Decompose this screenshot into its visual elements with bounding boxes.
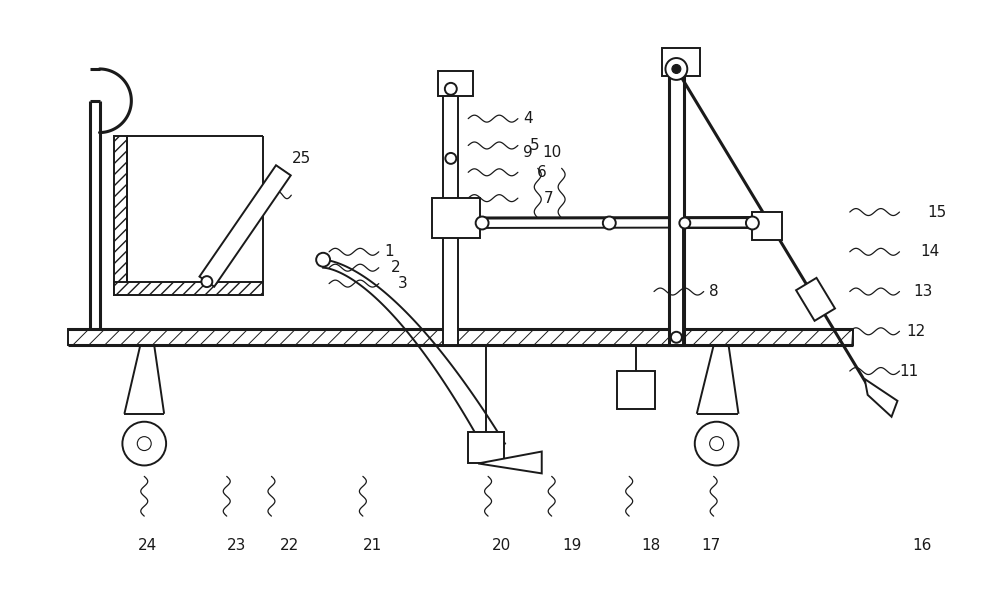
Polygon shape [865, 379, 897, 417]
Circle shape [746, 216, 759, 229]
Circle shape [671, 332, 682, 343]
Circle shape [122, 422, 166, 465]
Polygon shape [199, 165, 291, 287]
Text: 3: 3 [398, 276, 407, 291]
Text: 7: 7 [544, 190, 554, 205]
Text: 25: 25 [292, 151, 311, 166]
Text: 1: 1 [384, 244, 394, 259]
Text: 19: 19 [562, 539, 581, 553]
Text: 21: 21 [363, 539, 382, 553]
Bar [617, 371, 655, 409]
Circle shape [445, 153, 456, 164]
Circle shape [137, 437, 151, 450]
Bar [438, 71, 473, 96]
Text: 17: 17 [701, 539, 720, 553]
Text: 22: 22 [280, 539, 299, 553]
Text: 8: 8 [709, 284, 718, 299]
Text: 23: 23 [227, 539, 246, 553]
Text: 2: 2 [391, 260, 400, 275]
Text: 10: 10 [542, 145, 561, 160]
Text: 18: 18 [641, 539, 661, 553]
Bar [114, 135, 127, 295]
Circle shape [445, 83, 457, 95]
Bar [669, 69, 684, 345]
Circle shape [672, 65, 681, 74]
Text: 14: 14 [921, 244, 940, 259]
Bar [443, 89, 458, 345]
Bar [752, 212, 782, 240]
Circle shape [665, 58, 687, 80]
Circle shape [316, 253, 330, 267]
Text: 24: 24 [138, 539, 157, 553]
Text: 13: 13 [914, 284, 933, 299]
Text: 16: 16 [913, 539, 932, 553]
Circle shape [603, 216, 616, 229]
Bar [68, 329, 853, 345]
Text: 12: 12 [907, 324, 926, 339]
Polygon shape [796, 278, 835, 321]
Circle shape [476, 216, 489, 229]
Bar [662, 48, 700, 76]
Bar [468, 432, 504, 464]
Text: 9: 9 [523, 145, 533, 160]
Text: 11: 11 [900, 364, 919, 379]
Text: 4: 4 [523, 111, 533, 126]
Bar [114, 282, 263, 295]
Bar [432, 198, 480, 238]
Text: 6: 6 [537, 165, 547, 180]
Text: 20: 20 [492, 539, 512, 553]
Text: 15: 15 [928, 204, 947, 220]
Circle shape [695, 422, 738, 465]
Circle shape [679, 217, 690, 228]
Circle shape [710, 437, 724, 450]
Circle shape [201, 276, 212, 287]
Text: 5: 5 [530, 138, 540, 153]
Polygon shape [478, 452, 542, 473]
